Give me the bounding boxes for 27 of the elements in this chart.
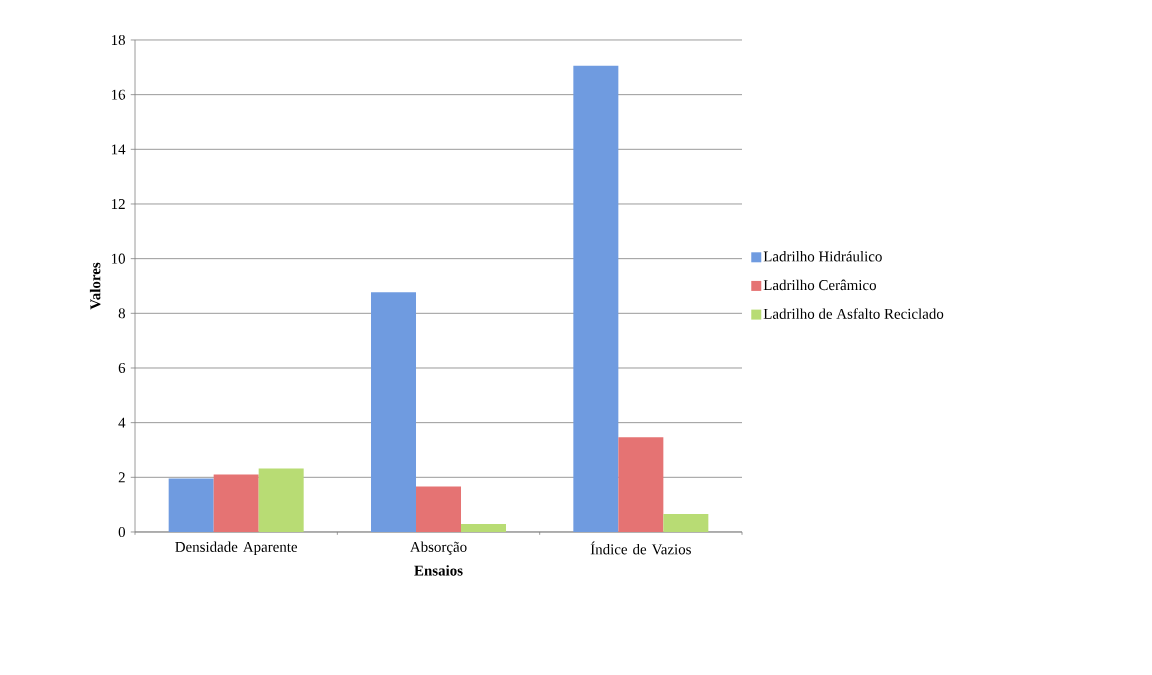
y-tick-label: 18 [111,34,126,46]
legend-label: Ladrilho de Asfalto Reciclado [763,308,944,319]
y-tick-label: 2 [118,472,125,483]
y-tick-label: 8 [118,308,126,319]
bar [371,292,417,532]
bar [618,437,664,532]
bar [663,513,709,532]
y-tick-label: 16 [111,89,126,100]
bar [213,474,259,532]
legend-label: Ladrilho Hidráulico [763,250,882,262]
legend-label: Ladrilho Cerâmico [763,279,876,291]
bar [258,468,304,532]
bar [461,524,507,532]
bar [168,478,214,532]
x-tick-label: Índice de Vazios [590,541,691,555]
y-tick-label: 6 [118,362,126,373]
x-tick-label: Densidade Aparente [175,541,298,555]
y-tick-label: 4 [118,417,126,428]
x-tick-label: Absorção [410,541,467,555]
y-axis-title: Valores [89,262,101,310]
bar [573,65,619,532]
y-tick-label: 10 [111,253,126,264]
y-tick-label: 0 [118,526,126,538]
x-axis-title: Ensaios [414,565,463,576]
y-tick-label: 12 [111,199,125,209]
bar [416,486,462,532]
y-tick-label: 14 [111,144,126,155]
